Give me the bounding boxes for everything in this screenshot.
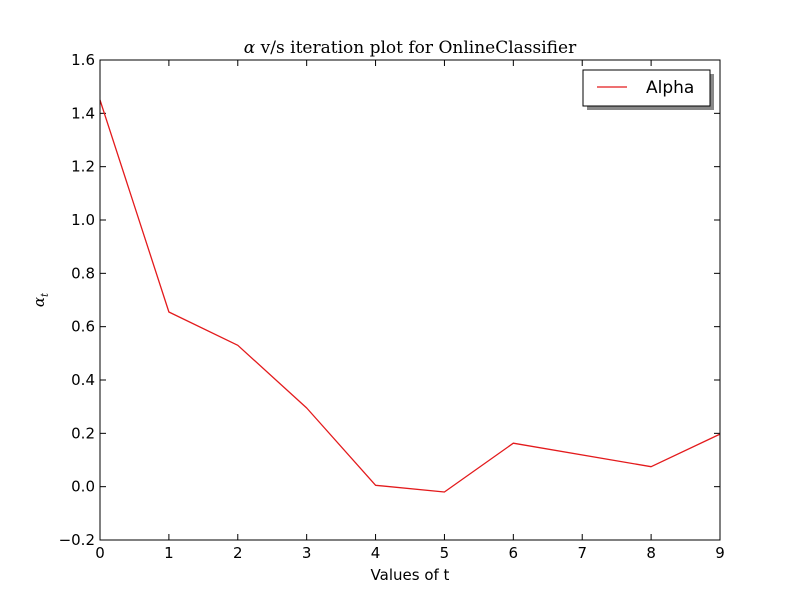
x-tick-label: 8 [646, 544, 656, 562]
y-axis-label-symbol: α [30, 297, 48, 307]
x-tick-label: 1 [164, 544, 174, 562]
legend-label-alpha: Alpha [646, 78, 694, 98]
y-tick-label: 0.0 [71, 478, 95, 496]
legend-box [582, 69, 711, 107]
x-tick-label: 5 [440, 544, 450, 562]
series-lines [99, 99, 721, 493]
y-axis-label-subscript: t [40, 292, 51, 297]
x-tick-label: 4 [371, 544, 381, 562]
tick-marks [99, 59, 721, 541]
y-tick-label: −0.2 [59, 531, 95, 549]
x-tick-label: 9 [715, 544, 725, 562]
series-line-alpha [99, 99, 721, 493]
y-tick-label: 0.6 [71, 318, 95, 336]
chart-title-symbol: α [244, 38, 256, 58]
x-tick-label: 7 [577, 544, 587, 562]
y-tick-label: 1.2 [71, 158, 95, 176]
x-tick-label: 0 [95, 544, 105, 562]
plot-frame [99, 59, 721, 541]
y-tick-label: 1.0 [71, 211, 95, 229]
x-axis-label: Values of t [371, 566, 450, 584]
tick-labels: 0 1 2 3 4 5 6 7 8 9 −0.2 0.0 0.2 0.4 0.6 0.8 1.0 1.2 1.4 1.… [59, 51, 725, 562]
x-tick-label: 3 [302, 544, 312, 562]
legend: Alpha [582, 69, 714, 110]
chart-title-text: v/s iteration plot for OnlineClassifier [255, 38, 577, 58]
y-tick-label: 1.6 [71, 51, 95, 69]
y-axis-label: αt [30, 292, 51, 307]
y-tick-label: 0.4 [71, 371, 95, 389]
x-tick-label: 2 [233, 544, 243, 562]
y-tick-label: 0.8 [71, 264, 95, 282]
chart-title: α v/s iteration plot for OnlineClassifie… [244, 38, 577, 58]
x-tick-label: 6 [509, 544, 519, 562]
y-tick-label: 0.2 [71, 424, 95, 442]
y-tick-label: 1.4 [71, 104, 95, 122]
